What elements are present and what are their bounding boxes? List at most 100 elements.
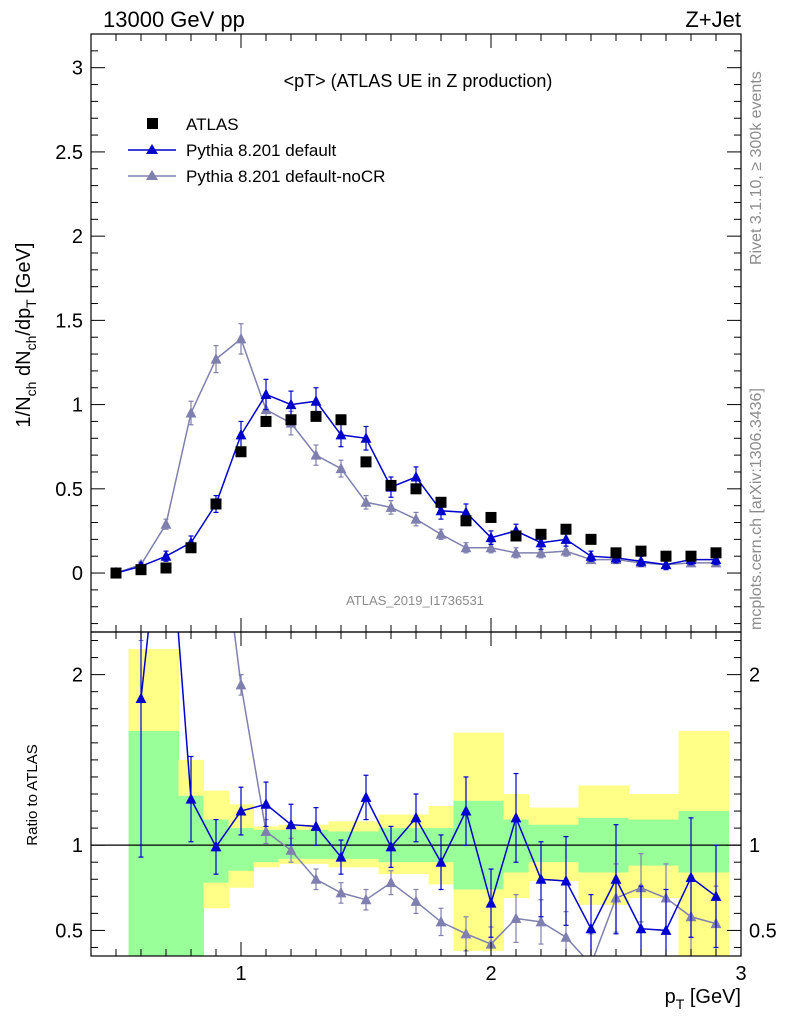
ratio-point: [685, 871, 697, 883]
main-point: [360, 496, 372, 507]
chart-title: <pT> (ATLAS UE in Z production): [284, 71, 553, 91]
x-tick-label: 2: [485, 963, 496, 985]
header-left: 13000 GeV pp: [103, 7, 245, 32]
main-point: [235, 428, 247, 440]
ratio-band-inner: [153, 730, 179, 956]
ratio-point: [660, 924, 672, 935]
ratio-point: [360, 791, 372, 802]
x-label-part-1: p: [665, 986, 676, 1008]
main-point: [360, 432, 372, 443]
y-tick-label-right: 0.5: [749, 920, 777, 942]
ratio-y-axis-label: Ratio to ATLAS: [24, 744, 41, 845]
ratio-point: [385, 876, 397, 888]
ratio-point: [235, 678, 247, 690]
main-point: [485, 531, 497, 543]
main-point: [460, 506, 472, 517]
y-tick-label: 2: [72, 665, 83, 687]
y-label-part-5: /dp: [13, 308, 35, 336]
ratio-point: [135, 692, 147, 704]
legend-label-default: Pythia 8.201 default: [186, 141, 337, 160]
y-label-part-2: ch: [23, 382, 39, 397]
main-point: [435, 528, 447, 539]
atlas-data-point: [135, 564, 147, 576]
main-point: [710, 553, 722, 565]
ratio-series-clipped: [135, 632, 722, 956]
ratio-point: [635, 922, 647, 934]
ratio-point: [260, 798, 272, 809]
header-right: Z+Jet: [685, 7, 741, 32]
ratio-point: [410, 811, 422, 823]
main-point: [660, 558, 672, 570]
atlas-data-point: [335, 414, 347, 426]
atlas-data-point: [310, 410, 322, 422]
atlas-data-point: [385, 479, 397, 491]
main-point: [535, 546, 547, 558]
atlas-data-point: [285, 414, 297, 426]
main-point: [410, 471, 422, 482]
main-point: [210, 353, 222, 364]
y-label-part-4: ch: [23, 336, 39, 351]
main-point: [285, 398, 297, 410]
main-point: [335, 428, 347, 440]
main-y-axis-label: 1/Nch dNch/dpT [GeV]: [13, 243, 39, 428]
ratio-point: [610, 873, 622, 884]
ratio-point: [260, 825, 272, 837]
ratio-point: [460, 927, 472, 939]
ratio-uncertainty-bands: [91, 649, 741, 956]
main-point: [635, 555, 647, 566]
y-label-part-3: dN: [13, 350, 35, 381]
atlas-data-point: [560, 523, 572, 535]
legend-label-atlas: ATLAS: [186, 115, 239, 134]
x-label-part-2: T: [676, 996, 685, 1012]
ratio-point: [310, 820, 322, 831]
y-tick-label: 1: [72, 395, 83, 417]
atlas-data-point: [435, 496, 447, 508]
main-point: [460, 541, 472, 553]
main-point: [560, 545, 572, 556]
ratio-panel-series: [135, 632, 722, 956]
ratio-point: [335, 886, 347, 898]
atlas-data-point: [185, 542, 197, 554]
atlas-data-point: [710, 547, 722, 559]
y-tick-label: 0: [72, 563, 83, 585]
atlas-data-point: [260, 415, 272, 427]
ratio-point: [360, 893, 372, 905]
atlas-data-point: [360, 456, 372, 468]
main-point: [435, 504, 447, 516]
legend-marker-default: [146, 144, 158, 154]
main-panel-axes: 0 0.5 1 1.5 2 2.5 3: [55, 33, 742, 633]
main-point: [485, 541, 497, 553]
ratio-point: [585, 922, 597, 934]
main-point: [560, 533, 572, 544]
ratio-band-inner: [653, 819, 679, 866]
atlas-data-point: [110, 567, 122, 579]
legend: ATLAS Pythia 8.201 default Pythia 8.201 …: [128, 115, 385, 186]
ratio-point: [535, 915, 547, 927]
main-point: [160, 550, 172, 561]
atlas-data-point: [610, 547, 622, 559]
main-point: [385, 501, 397, 512]
atlas-data-point: [460, 515, 472, 527]
x-tick-label: 1: [235, 963, 246, 985]
ratio-point: [560, 931, 572, 942]
ratio-point: [285, 818, 297, 830]
ratio-point: [285, 844, 297, 855]
ratio-point: [710, 890, 722, 901]
main-series-clipped: [110, 323, 722, 579]
y-label-part-1: 1/N: [13, 396, 35, 427]
ratio-point: [460, 805, 472, 816]
y-tick-label: 1: [72, 835, 83, 857]
y-label-part-6: T: [23, 299, 39, 308]
legend-label-nocr: Pythia 8.201 default-noCR: [186, 167, 385, 186]
y-tick-label: 2.5: [55, 142, 83, 164]
main-point: [335, 462, 347, 474]
atlas-data-point: [660, 550, 672, 562]
main-point: [185, 407, 197, 418]
ratio-point: [510, 811, 522, 823]
main-point: [310, 395, 322, 406]
ratio-point: [435, 856, 447, 867]
main-point: [410, 513, 422, 524]
ratio-point: [235, 805, 247, 816]
y-tick-label: 0.5: [55, 920, 83, 942]
